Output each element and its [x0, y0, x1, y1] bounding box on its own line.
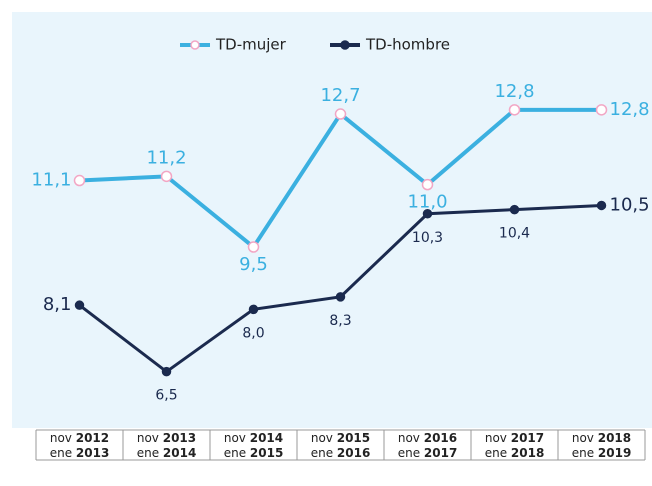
point-marker [160, 170, 173, 183]
legend-marker [190, 40, 200, 50]
x-tick-label: nov 2012 ene 2013 [50, 431, 110, 460]
point-marker [161, 366, 172, 377]
cat-year: 2018 [598, 431, 631, 445]
point-marker [248, 304, 259, 315]
point-marker [335, 292, 346, 302]
cat-word: nov [311, 431, 337, 445]
data-label: 6,5 [155, 388, 177, 404]
point-marker [247, 241, 260, 253]
cat-year: 2017 [511, 431, 544, 445]
point-marker [596, 200, 607, 211]
x-tick-label: nov 2015 ene 2016 [311, 431, 371, 460]
cat-year: 2018 [511, 446, 544, 460]
point-marker [509, 204, 520, 215]
data-label: 12,8 [494, 81, 534, 102]
cat-word: nov [398, 431, 424, 445]
point-marker [421, 178, 434, 191]
legend-marker [340, 40, 350, 50]
x-tick-label: nov 2016 ene 2017 [398, 431, 458, 460]
cat-word: nov [485, 431, 511, 445]
cat-year: 2015 [337, 431, 370, 445]
data-label: 8,1 [43, 294, 72, 315]
cat-year: 2013 [163, 431, 196, 445]
cat-word: ene [224, 446, 250, 460]
cat-word: ene [137, 446, 163, 460]
data-label: 11,1 [31, 170, 71, 191]
legend-label: TD-hombre [365, 36, 450, 54]
x-tick-label: nov 2014 ene 2015 [224, 431, 284, 460]
cat-year: 2017 [424, 446, 457, 460]
point-marker [508, 104, 521, 116]
point-marker [74, 300, 85, 310]
data-label: 9,5 [239, 254, 268, 275]
point-marker [73, 174, 86, 187]
plot-background [12, 12, 652, 428]
data-label: 12,7 [320, 85, 360, 106]
cat-word: ene [311, 446, 337, 460]
point-marker [334, 108, 347, 120]
cat-word: ene [485, 446, 511, 460]
cat-word: nov [50, 431, 76, 445]
x-tick-label: nov 2017 ene 2018 [485, 431, 545, 460]
cat-year: 2016 [424, 431, 457, 445]
cat-year: 2016 [337, 446, 370, 460]
cat-word: ene [572, 446, 598, 460]
cat-word: ene [50, 446, 76, 460]
data-label: 8,0 [242, 325, 264, 341]
legend-label: TD-mujer [215, 36, 287, 54]
x-tick-label: nov 2013 ene 2014 [137, 431, 197, 460]
cat-word: nov [224, 431, 250, 445]
cat-word: nov [572, 431, 598, 445]
cat-year: 2019 [598, 446, 631, 460]
cat-word: ene [398, 446, 424, 460]
data-label: 8,3 [329, 313, 351, 329]
data-label: 10,3 [412, 230, 443, 246]
cat-year: 2014 [250, 431, 283, 445]
cat-year: 2014 [163, 446, 196, 460]
data-label: 11,2 [146, 147, 186, 168]
point-marker [595, 104, 608, 116]
data-label: 12,8 [610, 99, 650, 120]
cat-year: 2015 [250, 446, 283, 460]
point-marker [422, 209, 433, 219]
data-label: 11,0 [407, 192, 447, 213]
x-tick-label: nov 2018 ene 2019 [572, 431, 632, 460]
cat-year: 2013 [76, 446, 109, 460]
data-label: 10,5 [610, 194, 650, 215]
cat-year: 2012 [76, 431, 109, 445]
cat-word: nov [137, 431, 163, 445]
data-label: 10,4 [499, 226, 530, 242]
